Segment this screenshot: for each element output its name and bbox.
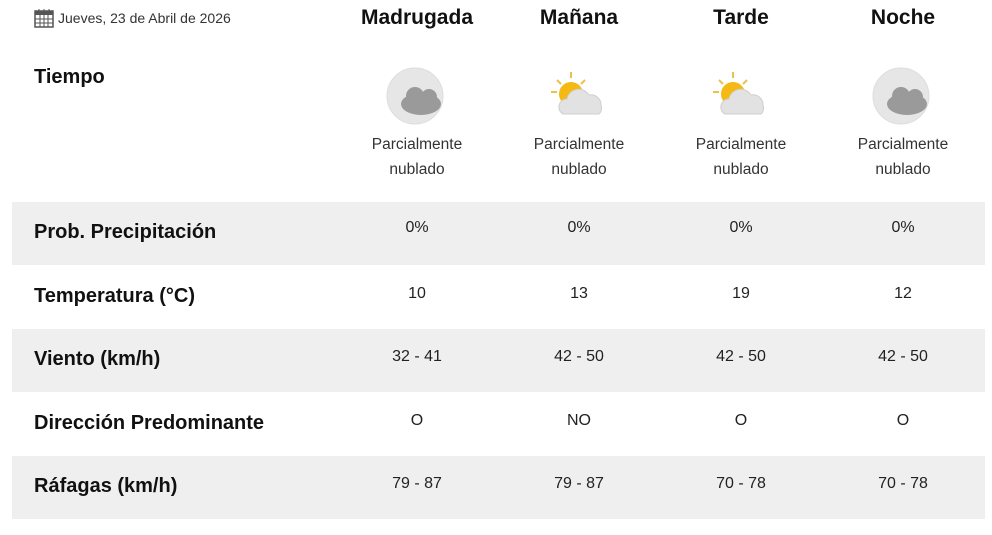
period-header: Mañana xyxy=(539,6,619,29)
table-row: Dirección Predominante O NO O O xyxy=(12,393,985,456)
calendar-icon xyxy=(34,9,54,28)
row-value: 70 - 78 xyxy=(878,475,928,492)
row-label: Viento (km/h) xyxy=(34,348,161,370)
row-value: O xyxy=(734,411,748,429)
table-row: Ráfagas (km/h) 79 - 87 79 - 87 70 - 78 70 - … xyxy=(12,456,985,519)
row-value: 13 xyxy=(570,284,588,302)
row-label: Ráfagas (km/h) xyxy=(34,475,178,497)
row-value: O xyxy=(896,411,910,429)
period-header: Tarde xyxy=(713,6,769,29)
table-row: Prob. Precipitación 0% 0% 0% 0% xyxy=(12,202,985,265)
weather-desc-2: nublado xyxy=(551,161,607,178)
row-value: 42 - 50 xyxy=(554,348,604,365)
row-label: Temperatura (°C) xyxy=(34,284,195,307)
weather-desc-1: Parcialmente xyxy=(533,136,625,153)
row-value: 0% xyxy=(405,219,429,236)
row-value: 42 - 50 xyxy=(878,348,928,365)
row-value: 79 - 87 xyxy=(554,475,604,492)
row-value: 19 xyxy=(732,284,750,302)
row-value: 10 xyxy=(408,284,426,302)
row-value: 0% xyxy=(567,219,591,236)
row-value: O xyxy=(410,411,424,429)
weather-desc-2: nublado xyxy=(875,161,931,178)
date-text: Jueves, 23 de Abril de 2026 xyxy=(58,10,231,26)
tiempo-label: Tiempo xyxy=(34,66,105,88)
weather-desc-2: nublado xyxy=(389,161,445,178)
row-value: 12 xyxy=(894,284,912,302)
weather-desc-1: Parcialmente xyxy=(371,136,463,153)
period-header: Madrugada xyxy=(360,6,473,29)
sun-cloud-icon xyxy=(660,66,822,130)
moon-cloud-icon xyxy=(822,66,984,130)
row-value: 70 - 78 xyxy=(716,475,766,492)
weather-desc-2: nublado xyxy=(713,161,769,178)
row-label: Prob. Precipitación xyxy=(34,221,217,243)
table-row: Viento (km/h) 32 - 41 42 - 50 42 - 50 42 - 5… xyxy=(12,329,985,392)
period-header: Noche xyxy=(870,6,936,29)
row-value: 0% xyxy=(891,219,915,236)
date-header: Jueves, 23 de Abril de 2026 xyxy=(34,8,231,28)
moon-cloud-icon xyxy=(336,66,498,130)
row-label: Dirección Predominante xyxy=(34,411,265,434)
weather-cell: Parcialmente nublado xyxy=(822,66,984,182)
row-value: 0% xyxy=(729,219,753,236)
weather-desc-1: Parcialmente xyxy=(695,136,787,153)
row-value: 32 - 41 xyxy=(392,348,442,365)
weather-cell: Parcialmente nublado xyxy=(660,66,822,182)
weather-cell: Parcialmente nublado xyxy=(498,66,660,182)
row-value: 42 - 50 xyxy=(716,348,766,365)
sun-cloud-icon xyxy=(498,66,660,130)
weather-cell: Parcialmente nublado xyxy=(336,66,498,182)
table-row: Temperatura (°C) 10 13 19 12 xyxy=(12,266,985,329)
row-value: NO xyxy=(567,411,591,429)
weather-desc-1: Parcialmente xyxy=(857,136,949,153)
row-value: 79 - 87 xyxy=(392,475,442,492)
